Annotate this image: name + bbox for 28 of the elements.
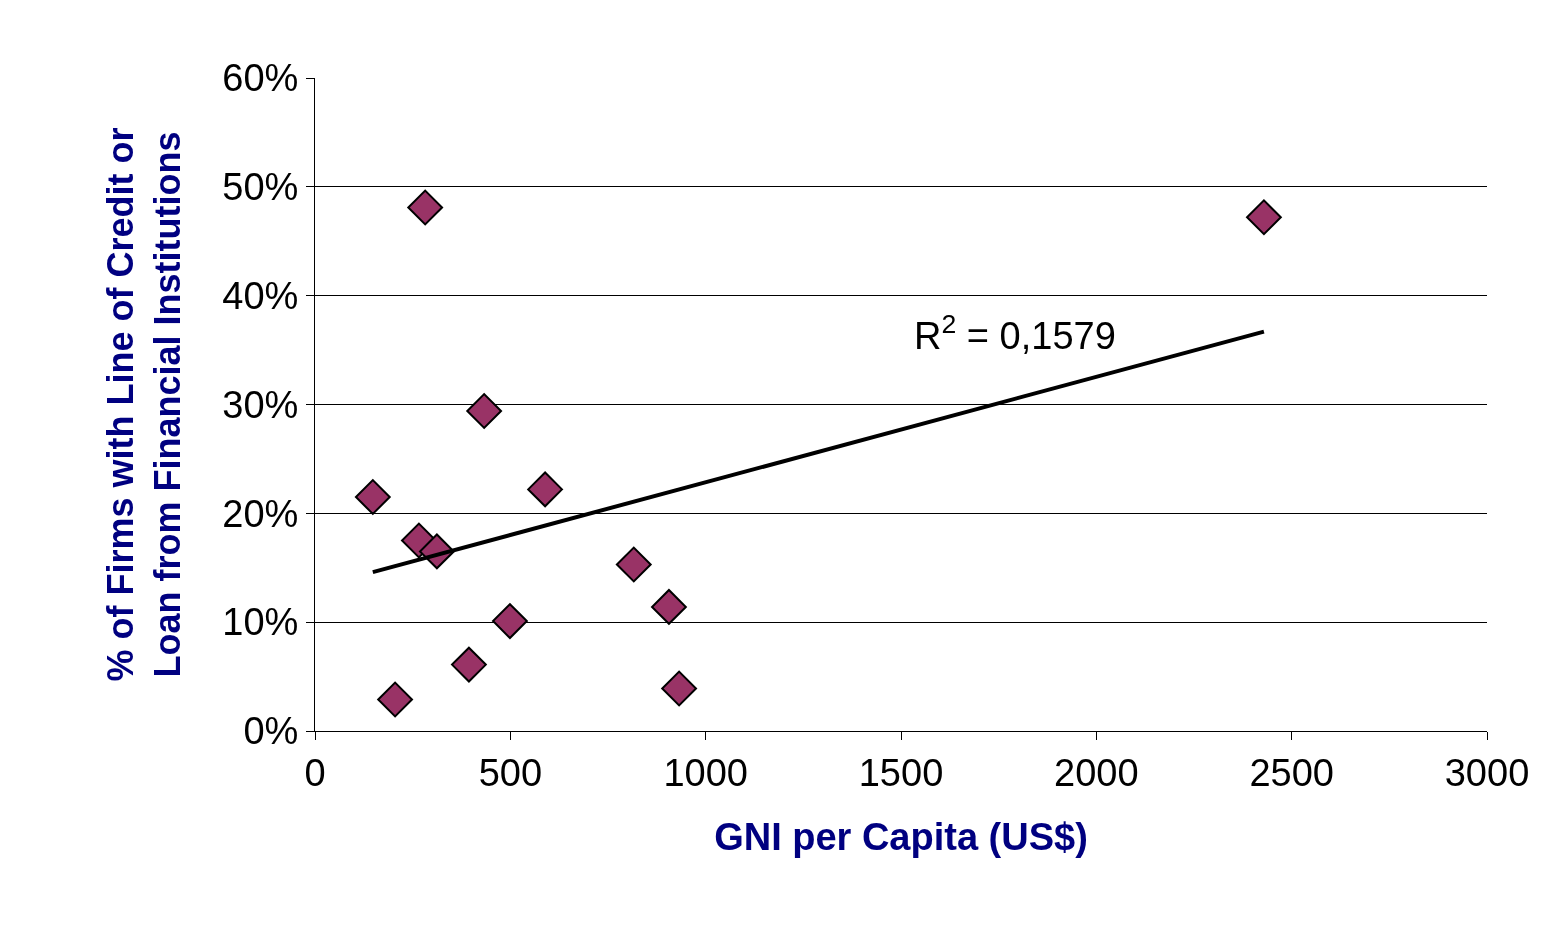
point	[354, 479, 391, 515]
y-tick-label: 30%	[222, 383, 299, 426]
point	[492, 603, 528, 639]
point	[407, 189, 444, 226]
point	[1246, 199, 1282, 236]
y-tick-label: 0%	[243, 710, 299, 753]
point	[661, 670, 697, 707]
point	[651, 589, 687, 625]
y-tick-label: 50%	[222, 166, 299, 209]
x-tick-label: 2000	[1054, 751, 1139, 794]
x-tick-label: 1000	[663, 751, 748, 794]
x-axis-title: GNI per Capita (US$)	[714, 815, 1088, 858]
x-tick-label: 1500	[858, 751, 944, 794]
x-tick-label: 500	[478, 751, 543, 794]
x-tick-label: 3000	[1444, 751, 1530, 794]
point	[451, 646, 487, 683]
y-axis-title: % of Firms with Line of Credit or Loan from Financial Institutions	[100, 127, 189, 682]
y-tick-label: 40%	[222, 274, 299, 317]
point	[466, 393, 503, 429]
x-tick-label: 0	[304, 751, 326, 794]
y-tick-label: 20%	[222, 492, 299, 535]
x-tick-label: 2500	[1249, 751, 1334, 794]
y-tick-label: 10%	[222, 601, 299, 644]
y-tick-label: 60%	[222, 57, 299, 100]
point	[615, 546, 652, 583]
annotation: R$^{2}$ = 0,1579	[914, 309, 1116, 357]
point	[527, 471, 563, 508]
point	[377, 681, 413, 718]
